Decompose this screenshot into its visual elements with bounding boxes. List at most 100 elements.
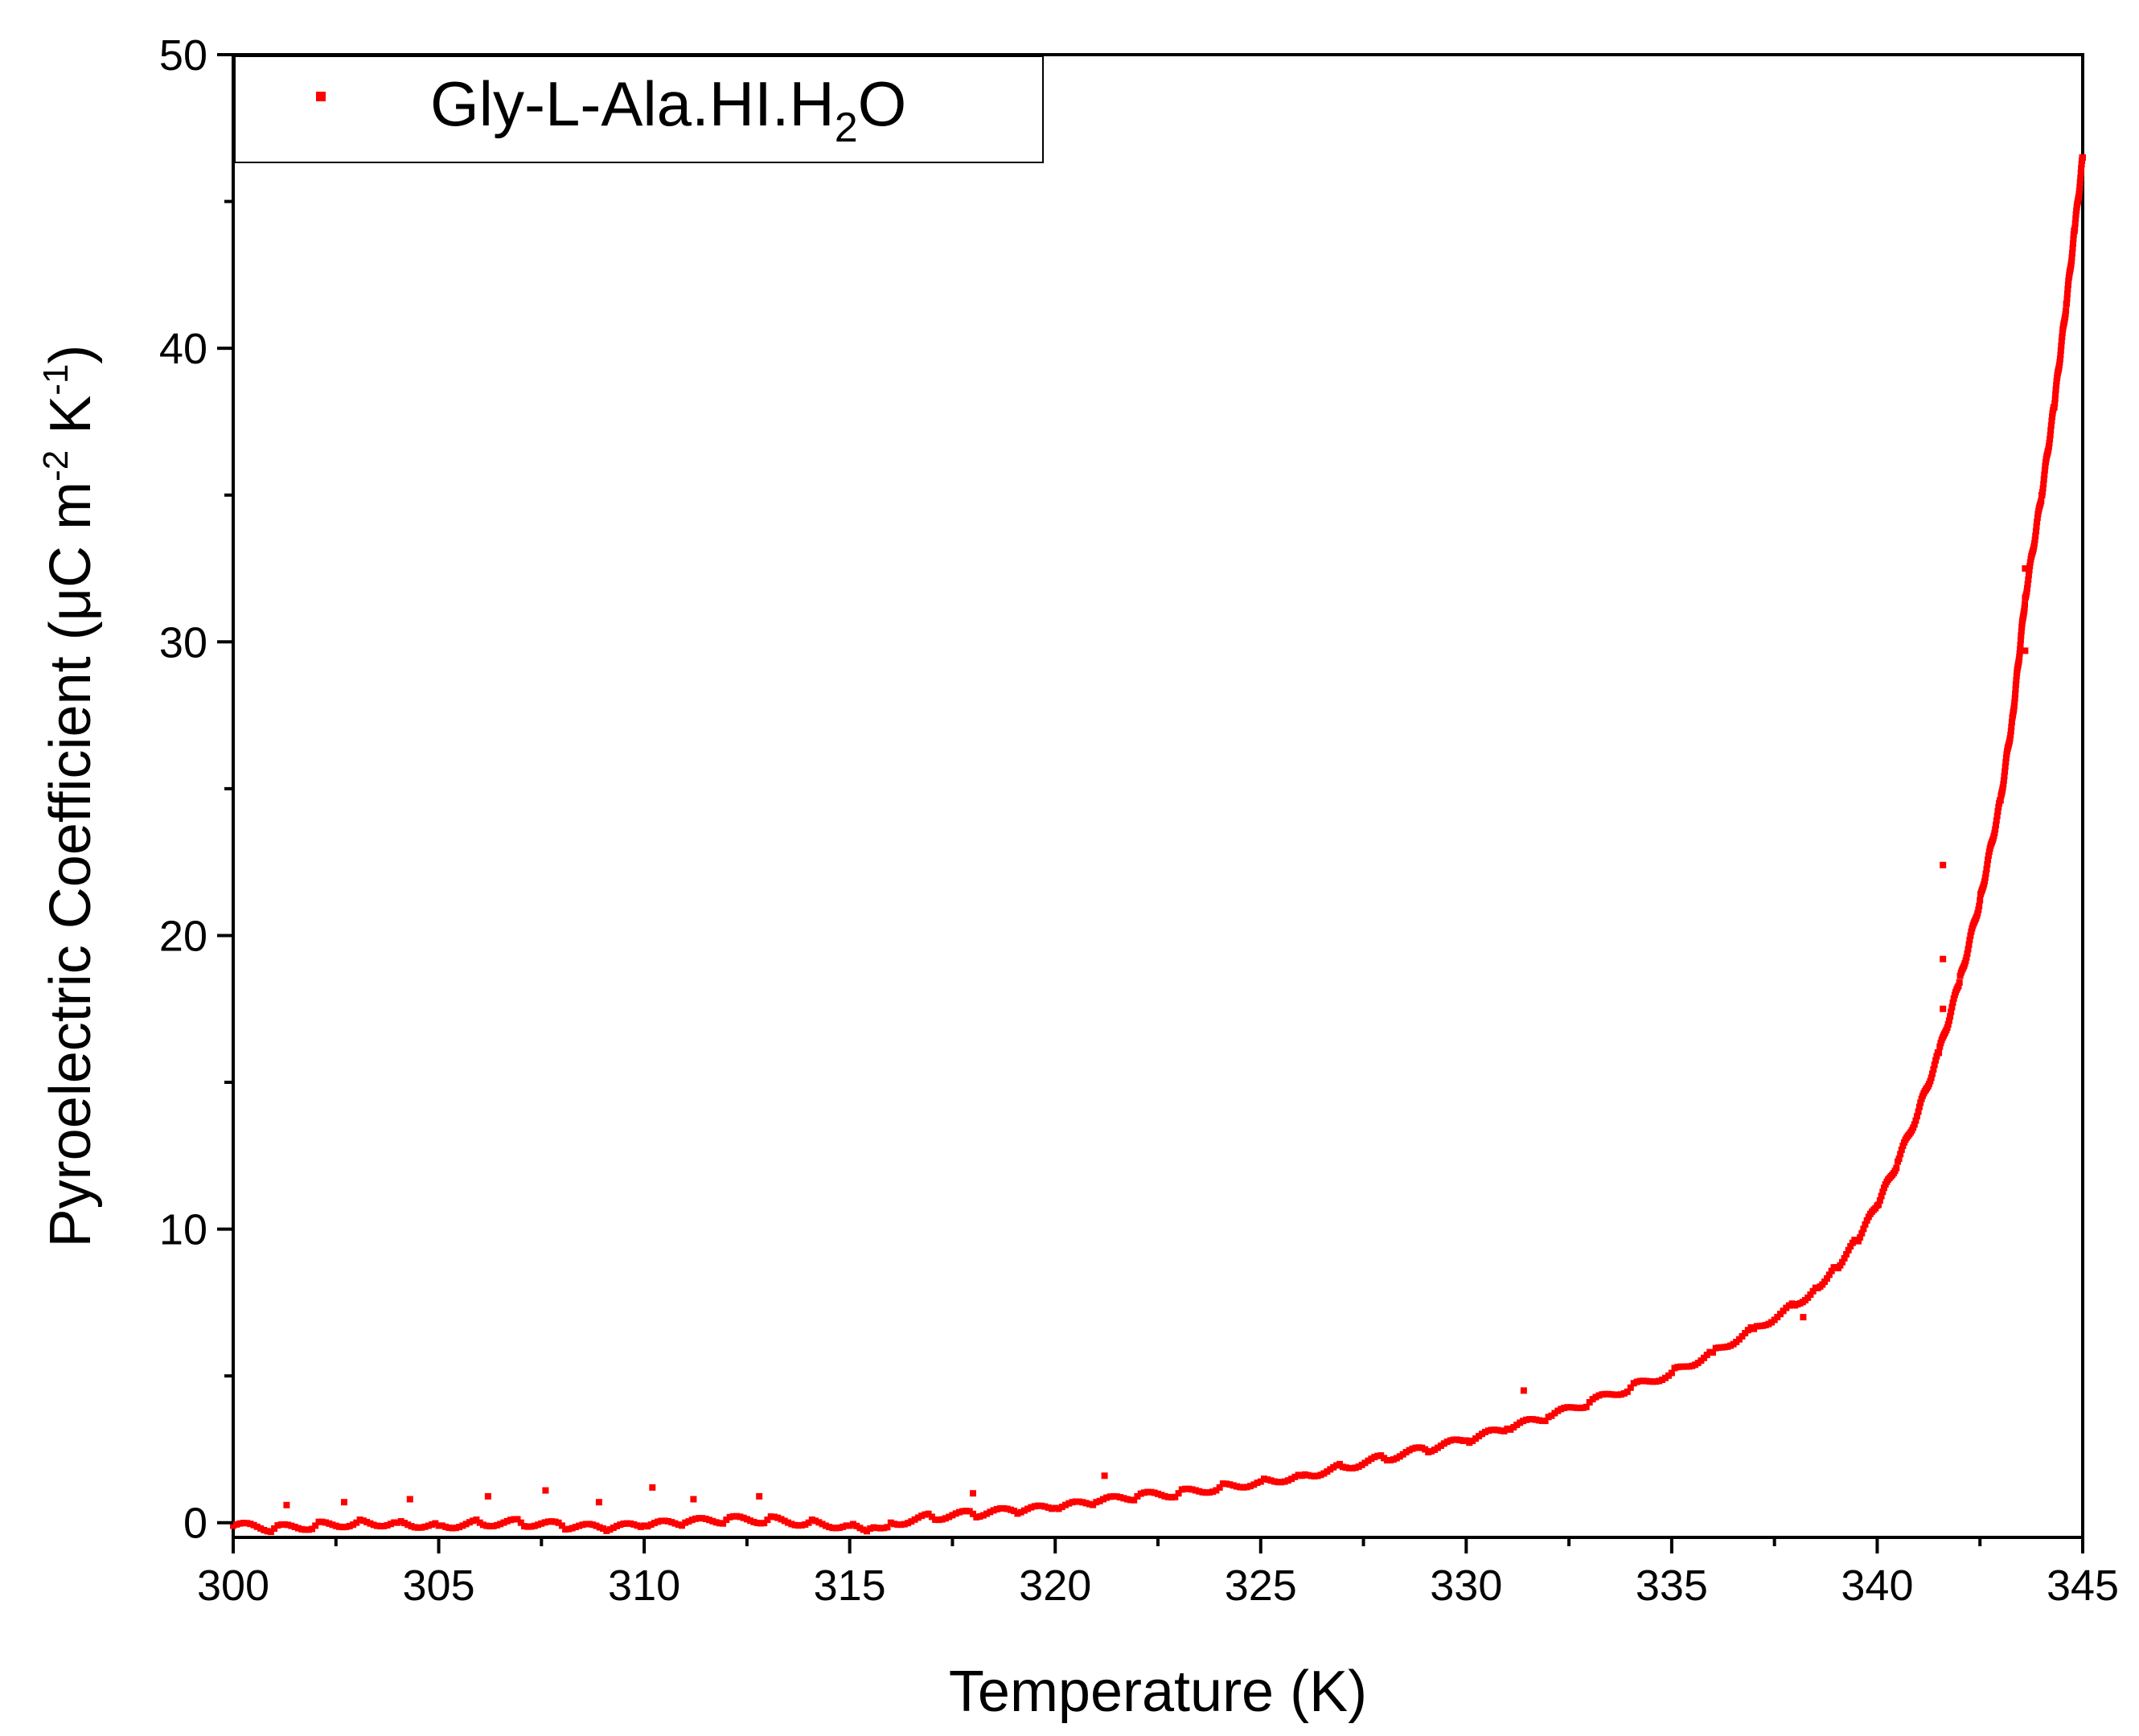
data-point-interp <box>350 1521 357 1529</box>
data-point-interp <box>507 1516 514 1524</box>
data-point-interp <box>2063 307 2070 314</box>
data-point-interp <box>647 1521 655 1529</box>
data-point-interp <box>1062 1501 1069 1508</box>
data-point <box>1627 1384 1634 1391</box>
data-point-interp <box>2051 400 2059 407</box>
data-point-interp <box>449 1525 456 1532</box>
data-point-interp <box>1096 1497 1103 1504</box>
data-point-interp <box>679 1522 685 1529</box>
data-point-interp <box>1110 1493 1117 1500</box>
data-point-interp <box>2001 773 2008 780</box>
legend-marker <box>316 92 326 101</box>
y-tick-label-10: 10 <box>159 1206 207 1254</box>
data-point-interp <box>1182 1485 1189 1492</box>
data-point-interp <box>2002 758 2010 765</box>
data-point-interp <box>1967 932 1974 939</box>
legend: Gly-L-Ala.HI.H2O <box>234 55 1044 163</box>
data-point-interp <box>603 1527 610 1534</box>
data-points <box>230 154 2086 1536</box>
data-point-interp <box>1281 1478 1288 1485</box>
data-point <box>1977 897 1984 904</box>
data-point-interp <box>1975 906 1982 913</box>
data-point-interp <box>925 1510 932 1517</box>
data-point-interp <box>1267 1477 1275 1484</box>
data-point-interp <box>2041 471 2048 478</box>
data-point-interp <box>1994 808 2001 815</box>
data-point-interp <box>2022 601 2028 608</box>
data-point-interp <box>1881 1184 1887 1192</box>
data-point-interp <box>1041 1503 1049 1510</box>
data-point-interp <box>1915 1103 1923 1110</box>
data-point-interp <box>709 1517 716 1525</box>
data-point-interp <box>2076 179 2084 187</box>
data-point-interp <box>1237 1484 1244 1491</box>
data-point-interp <box>702 1516 709 1522</box>
data-point-interp <box>387 1521 394 1528</box>
data-point-interp <box>1168 1494 1175 1501</box>
data-point-interp <box>2001 763 2009 770</box>
data-point-interp <box>1976 902 1983 909</box>
data-point-interp <box>2068 257 2075 265</box>
data-point <box>1216 1484 1223 1491</box>
data-point-interp <box>421 1523 429 1530</box>
data-point-interp <box>2056 359 2063 366</box>
data-point-interp <box>1878 1192 1885 1200</box>
data-point-interp <box>548 1518 556 1525</box>
data-point-interp <box>771 1513 778 1521</box>
data-point-interp <box>750 1518 757 1525</box>
data-point-interp <box>2001 768 2009 775</box>
data-point <box>723 1516 730 1524</box>
data-point-interp <box>1020 1507 1028 1514</box>
data-point-interp <box>2011 699 2018 706</box>
data-point-interp <box>1131 1496 1138 1504</box>
data-point-interp <box>2040 481 2047 487</box>
legend-label-main: Gly-L-Ala.HI.H <box>430 68 835 139</box>
data-point-interp <box>1049 1505 1055 1512</box>
y-axis-title-end: ) <box>39 345 103 364</box>
data-point-interp <box>959 1508 967 1515</box>
data-point-interp <box>586 1521 593 1528</box>
data-point <box>887 1519 894 1526</box>
data-point-interp <box>479 1521 487 1529</box>
data-point-interp <box>963 1508 970 1515</box>
data-point-interp <box>291 1524 298 1530</box>
data-point-interp <box>1103 1494 1111 1501</box>
x-axis-title: Temperature (K) <box>949 1660 1367 1724</box>
data-point-interp <box>1983 865 1990 872</box>
x-tick-label-330: 330 <box>1430 1562 1502 1610</box>
data-point-interp <box>1223 1480 1230 1488</box>
data-point-interp <box>2047 431 2054 438</box>
y-axis-title-sup-2: -1 <box>36 364 76 396</box>
data-point-interp <box>576 1522 583 1529</box>
data-point-interp <box>1189 1486 1196 1493</box>
data-point-interp <box>277 1521 285 1529</box>
data-point-interp <box>1099 1496 1106 1503</box>
data-point-interp <box>1879 1188 1887 1196</box>
data-point-interp <box>983 1510 990 1517</box>
data-point-interp <box>1202 1489 1209 1496</box>
data-point-interp <box>1860 1225 1867 1233</box>
x-axis-ticks: 300 305 310 315 320 325 330 335 340 345 <box>197 1537 2119 1610</box>
data-point <box>435 1522 442 1529</box>
data-point-interp <box>1158 1492 1165 1499</box>
data-point-interp <box>1839 1258 1845 1266</box>
data-point-outlier <box>1940 861 1947 868</box>
data-point-interp <box>2072 215 2079 222</box>
data-point-interp <box>2064 281 2071 289</box>
x-tick-label-300: 300 <box>197 1562 269 1610</box>
data-point-interp <box>2018 632 2025 639</box>
data-point-interp <box>1144 1488 1152 1496</box>
data-point-interp <box>966 1508 973 1515</box>
data-point-interp <box>987 1508 994 1516</box>
data-point-interp <box>1250 1481 1258 1488</box>
data-point-interp <box>2017 646 2024 653</box>
data-point-interp <box>2059 334 2066 340</box>
data-point-interp <box>2075 187 2083 195</box>
data-point-interp <box>247 1521 254 1528</box>
data-point-interp <box>1845 1246 1852 1254</box>
data-point-interp <box>336 1523 343 1530</box>
data-point-interp <box>637 1523 644 1530</box>
data-point-interp <box>2065 277 2072 285</box>
data-point-interp <box>1945 1017 1952 1024</box>
plot-area <box>232 53 2084 1539</box>
